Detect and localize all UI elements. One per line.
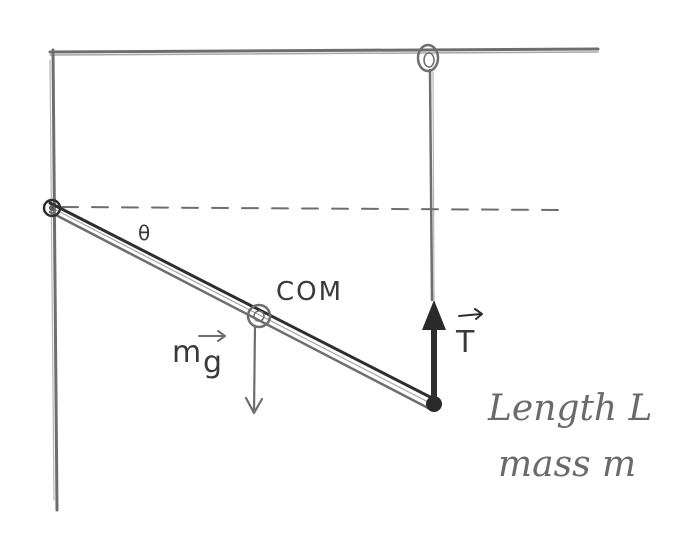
ceiling (48, 47, 600, 56)
length-label: Length L (487, 388, 652, 429)
rod (48, 201, 436, 412)
weight-label-m: m (172, 335, 201, 370)
weight-label-g: g (203, 345, 222, 380)
weight-arrow (244, 324, 264, 415)
mass-label: mass m (498, 444, 636, 485)
rod-end-point (426, 396, 442, 412)
string (428, 68, 435, 302)
tension-label-t: T (455, 325, 475, 360)
angle-label: θ (138, 221, 150, 245)
horizontal-reference-line (61, 206, 561, 211)
hinge-pivot (42, 198, 62, 218)
weight-label: m g (172, 330, 226, 380)
tension-arrow (422, 300, 446, 401)
center-of-mass-marker (246, 303, 272, 329)
tension-label: T (455, 308, 483, 360)
wall (49, 48, 59, 512)
string-anchor (416, 43, 440, 73)
com-label: COM (276, 277, 343, 307)
